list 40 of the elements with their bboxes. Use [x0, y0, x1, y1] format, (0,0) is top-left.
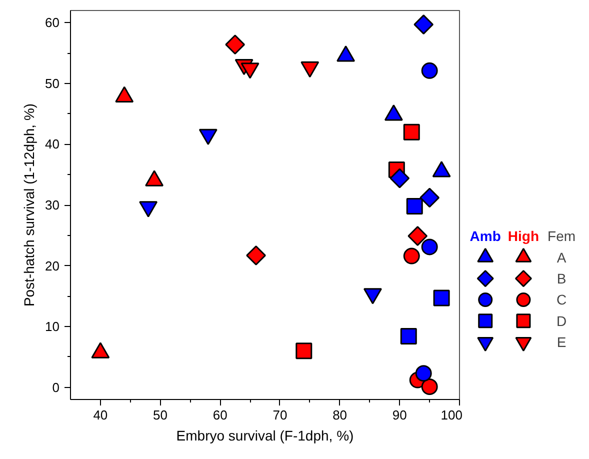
y-tick-label: 60 — [45, 15, 60, 30]
x-tick-label: 90 — [392, 408, 407, 422]
point — [433, 290, 450, 306]
point — [400, 328, 417, 345]
x-tick-label: 60 — [212, 408, 228, 422]
point — [406, 198, 423, 214]
legend-label: E — [556, 334, 566, 350]
point — [246, 246, 266, 266]
point — [408, 226, 428, 246]
point — [421, 238, 438, 256]
point — [414, 14, 434, 34]
x-axis-title: Embryo survival (F-1dph, %) — [176, 428, 354, 444]
x-tick-label: 70 — [272, 408, 288, 422]
legend-label: C — [556, 292, 567, 308]
point — [390, 168, 410, 188]
point — [296, 342, 312, 360]
point — [421, 378, 438, 395]
y-tick-label: 40 — [45, 136, 60, 152]
x-tick-label: 100 — [440, 408, 463, 422]
y-tick-label: 0 — [52, 380, 60, 395]
x-tick-label: 40 — [93, 408, 108, 422]
legend-label: D — [556, 312, 567, 329]
x-tick-label: 80 — [332, 408, 348, 422]
legend-title: Fem — [548, 228, 576, 244]
text: High — [508, 228, 540, 244]
point — [415, 365, 432, 382]
y-tick-label: 20 — [45, 258, 60, 274]
point — [420, 188, 440, 208]
y-tick-label: 10 — [45, 319, 60, 334]
y-tick-label: 30 — [45, 198, 60, 212]
y-axis-title: Post-hatch survival (1-12dph, %) — [21, 103, 38, 307]
y-tick-label: 50 — [45, 76, 60, 91]
point — [403, 248, 420, 264]
point — [403, 124, 420, 140]
x-tick-label: 50 — [153, 408, 168, 422]
point — [421, 62, 438, 79]
text: Amb — [470, 228, 501, 244]
legend-label: B — [556, 270, 566, 287]
point — [225, 34, 246, 54]
legend-label: A — [556, 249, 567, 266]
